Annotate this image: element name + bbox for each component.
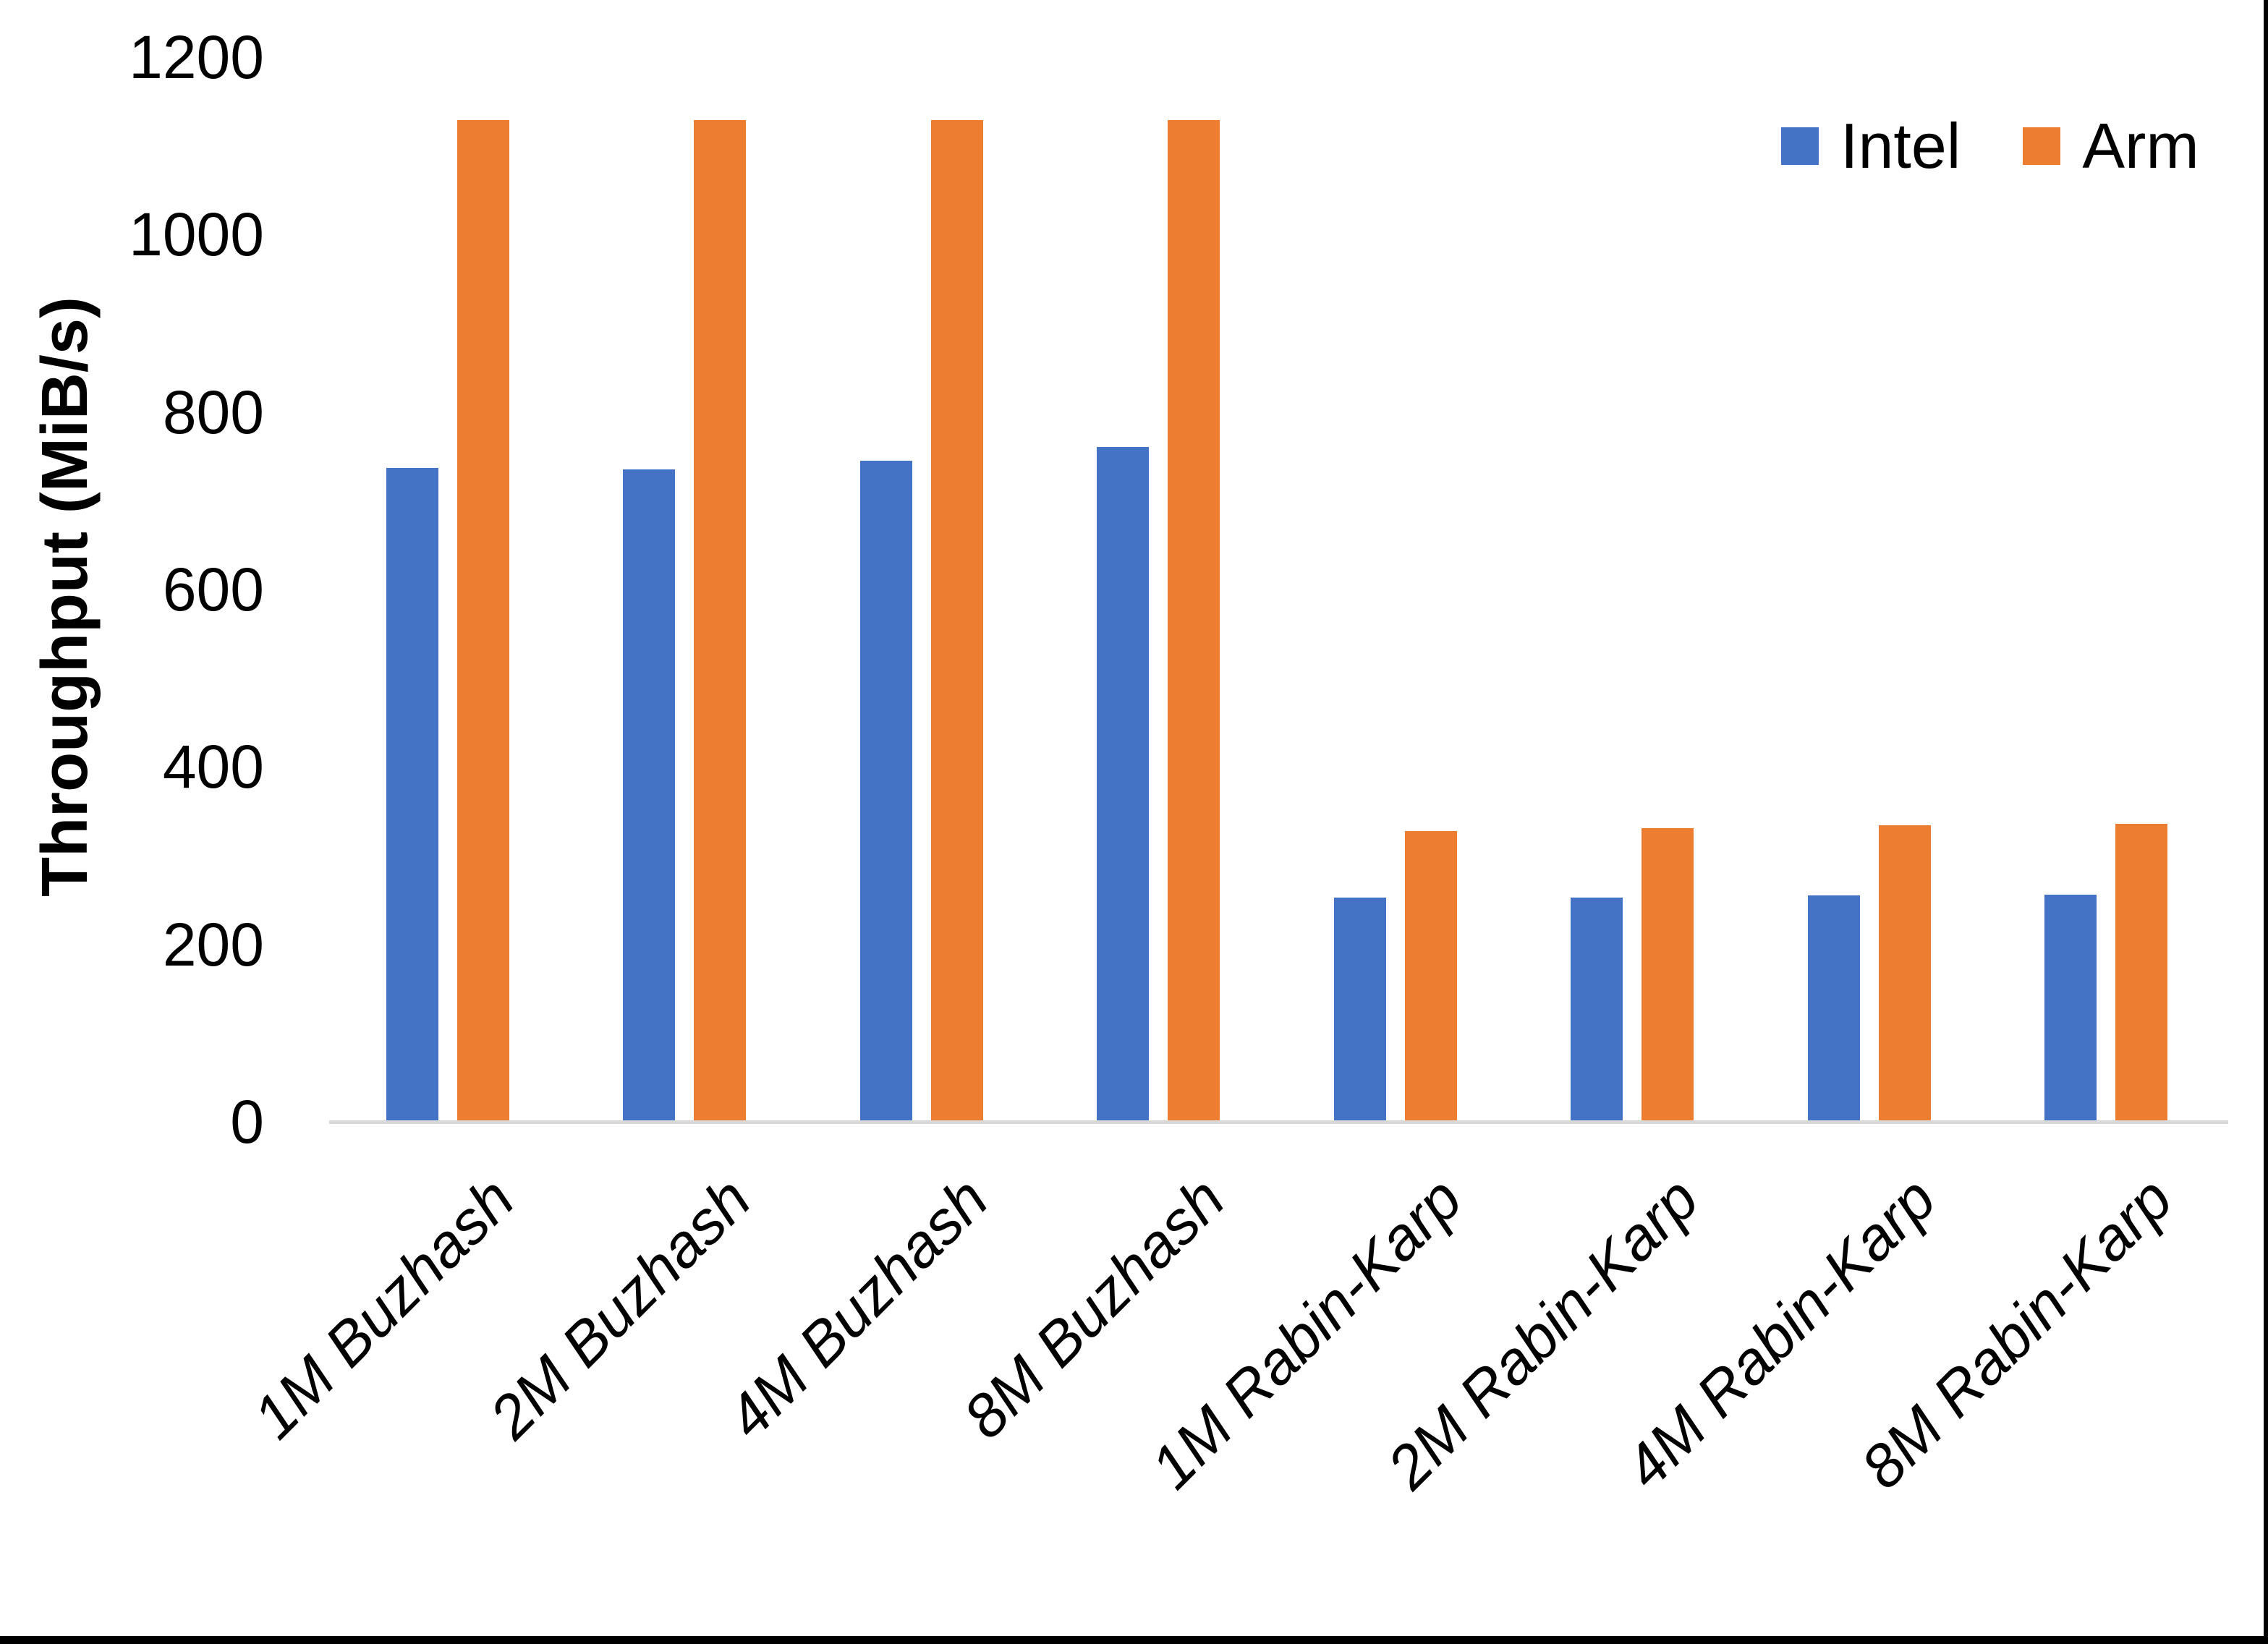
arm-swatch-icon: [2023, 127, 2061, 165]
y-tick-label-0: 0: [230, 1088, 264, 1156]
bar-arm-1m-rabin-karp: [1404, 830, 1457, 1122]
bar-arm-2m-buzhash: [694, 120, 747, 1122]
bar-arm-2m-rabin-karp: [1641, 827, 1694, 1122]
bar-intel-2m-rabin-karp: [1571, 897, 1623, 1122]
plot-area: [329, 57, 2225, 1122]
legend-label-arm: Arm: [2082, 110, 2199, 182]
bar-intel-4m-buzhash: [859, 461, 912, 1122]
bar-intel-2m-buzhash: [623, 469, 676, 1122]
bar-arm-4m-rabin-karp: [1878, 825, 1931, 1122]
legend-label-intel: Intel: [1840, 110, 1961, 182]
bar-arm-1m-buzhash: [456, 120, 509, 1122]
x-axis-line: [329, 1120, 2228, 1124]
bar-intel-8m-rabin-karp: [2044, 894, 2097, 1122]
y-tick-label-800: 800: [162, 378, 264, 446]
bar-intel-1m-buzhash: [386, 467, 438, 1122]
legend: Intel Arm: [1781, 113, 2199, 179]
screenshot-border-right: [2264, 0, 2268, 1644]
legend-item-arm: Arm: [2023, 113, 2199, 179]
screenshot-border-bottom: [0, 1636, 2268, 1644]
bar-intel-8m-buzhash: [1097, 446, 1150, 1122]
bar-arm-8m-rabin-karp: [2115, 823, 2168, 1122]
intel-swatch-icon: [1781, 127, 1819, 165]
y-tick-label-400: 400: [162, 733, 264, 801]
bar-arm-4m-buzhash: [930, 120, 983, 1122]
y-tick-label-600: 600: [162, 555, 264, 623]
y-tick-label-200: 200: [162, 910, 264, 979]
bar-intel-1m-rabin-karp: [1333, 897, 1386, 1122]
bar-intel-4m-rabin-karp: [1807, 895, 1860, 1122]
bar-arm-8m-buzhash: [1168, 120, 1220, 1122]
legend-item-intel: Intel: [1781, 113, 1961, 179]
y-tick-label-1200: 1200: [129, 23, 264, 91]
y-tick-label-1000: 1000: [129, 200, 264, 269]
